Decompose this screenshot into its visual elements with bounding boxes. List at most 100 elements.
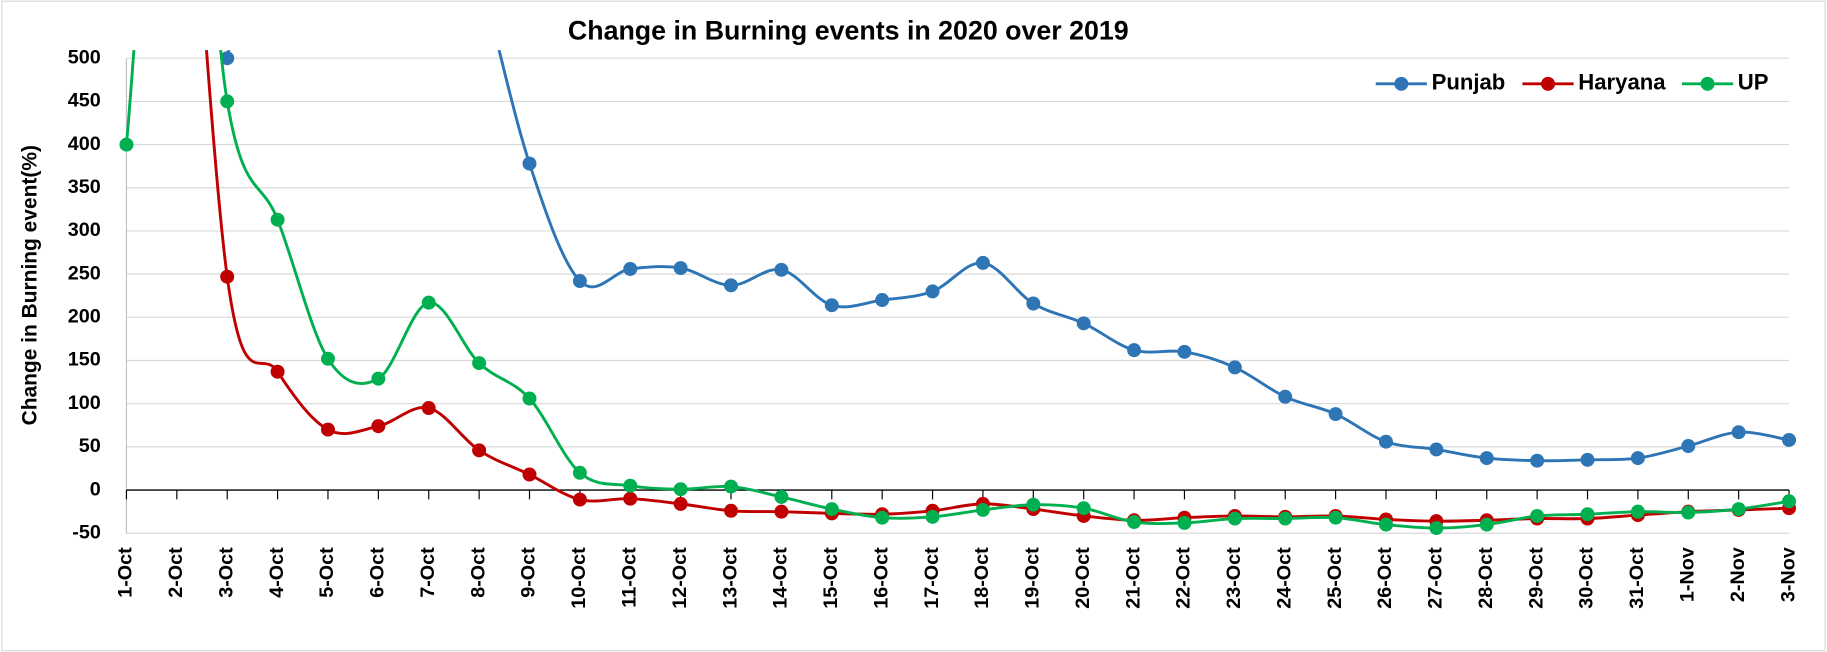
chart-title: Change in Burning events in 2020 over 20… bbox=[568, 16, 1129, 46]
data-point bbox=[1681, 505, 1696, 520]
data-point bbox=[371, 371, 386, 386]
x-tick-label: 21-Oct bbox=[1122, 547, 1144, 609]
data-point bbox=[673, 261, 688, 276]
data-point bbox=[472, 356, 487, 371]
x-tick-label: 10-Oct bbox=[568, 547, 590, 609]
data-point bbox=[925, 284, 940, 299]
y-tick-label: -50 bbox=[72, 521, 101, 543]
x-tick-label: 19-Oct bbox=[1022, 547, 1044, 609]
y-tick-label: 150 bbox=[68, 349, 101, 371]
data-point bbox=[623, 491, 638, 506]
legend-marker bbox=[1700, 76, 1715, 91]
data-point bbox=[522, 156, 537, 171]
data-point bbox=[220, 269, 235, 284]
x-tick-label: 2-Oct bbox=[165, 547, 187, 598]
legend-marker bbox=[1541, 76, 1556, 91]
data-point bbox=[572, 492, 587, 507]
data-point bbox=[572, 274, 587, 289]
x-tick-label: 12-Oct bbox=[669, 547, 691, 609]
data-point bbox=[975, 502, 990, 517]
data-point bbox=[572, 465, 587, 480]
data-point bbox=[1177, 515, 1192, 530]
y-tick-label: 500 bbox=[68, 46, 101, 68]
data-point bbox=[522, 391, 537, 406]
x-tick-label: 31-Oct bbox=[1626, 547, 1648, 609]
data-point bbox=[119, 137, 134, 152]
data-point bbox=[875, 293, 890, 308]
data-point bbox=[774, 489, 789, 504]
x-tick-label: 13-Oct bbox=[719, 547, 741, 609]
data-point bbox=[421, 295, 436, 310]
legend-label: Haryana bbox=[1578, 70, 1666, 95]
data-point bbox=[1479, 451, 1494, 466]
x-tick-label: 15-Oct bbox=[820, 547, 842, 609]
x-tick-label: 22-Oct bbox=[1173, 547, 1195, 609]
x-tick-label: 9-Oct bbox=[518, 547, 540, 598]
data-point bbox=[724, 278, 739, 293]
data-point bbox=[1429, 521, 1444, 536]
data-point bbox=[724, 503, 739, 518]
x-tick-label: 1-Oct bbox=[115, 547, 137, 598]
x-tick-label: 28-Oct bbox=[1475, 547, 1497, 609]
data-point bbox=[1731, 502, 1746, 517]
x-tick-label: 5-Oct bbox=[316, 547, 338, 598]
data-point bbox=[1782, 494, 1797, 509]
data-point bbox=[673, 496, 688, 511]
data-point bbox=[1681, 439, 1696, 453]
x-tick-label: 16-Oct bbox=[870, 547, 892, 609]
y-tick-label: 200 bbox=[68, 306, 101, 328]
data-point bbox=[220, 51, 235, 66]
x-tick-label: 20-Oct bbox=[1072, 547, 1094, 609]
x-tick-label: 29-Oct bbox=[1525, 547, 1547, 609]
x-tick-label: 6-Oct bbox=[367, 547, 389, 598]
x-tick-label: 14-Oct bbox=[770, 547, 792, 609]
data-point bbox=[824, 298, 839, 313]
data-point bbox=[1630, 504, 1645, 519]
data-point bbox=[1580, 452, 1595, 467]
y-tick-label: 350 bbox=[68, 176, 101, 198]
data-point bbox=[270, 364, 285, 379]
x-tick-label: 3-Oct bbox=[215, 547, 237, 598]
data-point bbox=[824, 502, 839, 517]
y-tick-label: 250 bbox=[68, 262, 101, 284]
y-tick-label: 100 bbox=[68, 392, 101, 414]
data-point bbox=[1479, 517, 1494, 532]
data-point bbox=[1177, 344, 1192, 359]
data-point bbox=[1076, 316, 1091, 331]
data-point bbox=[472, 443, 487, 458]
data-point bbox=[1127, 515, 1142, 530]
y-tick-label: 400 bbox=[68, 133, 101, 155]
data-point bbox=[774, 504, 789, 519]
legend-marker bbox=[1394, 76, 1409, 91]
y-tick-label: 50 bbox=[79, 435, 101, 457]
data-point bbox=[1782, 432, 1797, 447]
x-tick-label: 11-Oct bbox=[618, 547, 640, 608]
legend-label: UP bbox=[1738, 70, 1769, 95]
data-point bbox=[1630, 451, 1645, 466]
data-point bbox=[1227, 511, 1242, 526]
data-point bbox=[220, 94, 235, 109]
y-tick-label: 300 bbox=[68, 219, 101, 241]
data-point bbox=[1328, 407, 1343, 422]
x-tick-label: 4-Oct bbox=[266, 547, 288, 598]
data-point bbox=[1379, 517, 1393, 532]
data-point bbox=[320, 351, 335, 366]
data-point bbox=[1076, 501, 1091, 516]
data-point bbox=[1530, 453, 1545, 468]
x-tick-label: 18-Oct bbox=[971, 547, 993, 609]
data-point bbox=[522, 467, 537, 482]
x-tick-label: 25-Oct bbox=[1324, 547, 1346, 609]
y-tick-label: 0 bbox=[90, 478, 101, 500]
data-point bbox=[724, 479, 739, 494]
data-point bbox=[371, 419, 386, 434]
y-tick-label: 450 bbox=[68, 90, 101, 112]
data-point bbox=[1026, 497, 1041, 512]
data-point bbox=[975, 255, 990, 270]
y-axis-label: Change in Burning event(%) bbox=[19, 145, 42, 425]
x-tick-label: 7-Oct bbox=[417, 547, 439, 598]
data-point bbox=[623, 478, 638, 493]
x-tick-label: 17-Oct bbox=[921, 547, 943, 609]
